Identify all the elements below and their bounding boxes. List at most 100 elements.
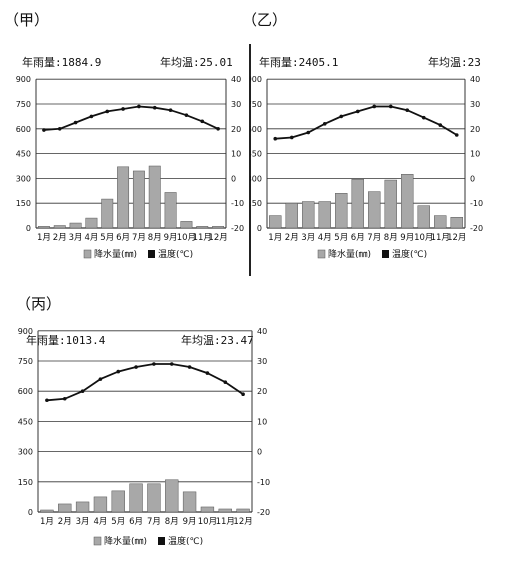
precip-bar [85, 217, 98, 229]
temperature-point [105, 109, 110, 114]
category-label: 3月 [76, 517, 90, 527]
temperature-point [405, 108, 410, 112]
category-label: 8月 [165, 517, 179, 527]
category-label: 9月 [183, 517, 197, 527]
category-label: 11月 [216, 517, 235, 527]
temperature-point [168, 108, 173, 112]
panel-label: （丙） [16, 295, 62, 313]
right-tick-label: -10 [231, 199, 244, 208]
category-label: 7月 [132, 233, 146, 243]
chart-panel-bing: （丙） 年雨量:1013.4 年均温:23.47 0 150 300 450 600 75… [0, 282, 270, 566]
precip-bar [132, 170, 145, 229]
category-label: 10月 [414, 233, 433, 243]
precip-bar [285, 202, 298, 229]
temperature-point [152, 105, 157, 110]
legend-temp-swatch [158, 537, 165, 545]
left-tick-label: 750 [18, 357, 33, 366]
precip-bar [335, 193, 348, 229]
temperature-point [454, 133, 459, 137]
left-tick-label: 450 [18, 417, 33, 426]
precip-bar [129, 483, 143, 513]
annual-temp-label: 年均温:23 [428, 56, 481, 69]
legend-precip-swatch [317, 249, 326, 259]
temperature-point [184, 113, 189, 117]
precip-bar [318, 201, 331, 229]
right-tick-label: 0 [470, 174, 475, 183]
category-label: 2月 [53, 233, 67, 243]
precip-bar [196, 226, 209, 229]
category-label: 4月 [318, 233, 332, 243]
legend-temp-swatch [148, 250, 155, 258]
precip-bar [218, 508, 232, 513]
precip-bar [401, 174, 414, 229]
legend-precip-swatch [83, 249, 92, 259]
temperature-point [187, 365, 192, 369]
right-tick-label: 10 [470, 150, 480, 159]
category-label: 1月 [37, 233, 51, 243]
temperature-point [372, 104, 377, 109]
left-tick-label: 600 [250, 125, 262, 134]
right-tick-label: -10 [470, 199, 483, 208]
precip-bar [111, 490, 125, 513]
category-label: 6月 [116, 233, 130, 243]
temperature-point [42, 128, 46, 132]
temperature-point [200, 119, 205, 124]
temperature-line [43, 105, 219, 131]
precip-bar [147, 483, 161, 513]
annual-rain-label: 年雨量:1013.4 [26, 334, 106, 347]
temperature-point [45, 398, 49, 403]
precip-bar [53, 225, 66, 229]
precip-bar [117, 166, 130, 229]
legend-temp-label: 温度(℃) [168, 535, 203, 547]
left-tick-label: 900 [18, 327, 33, 336]
right-tick-label: 30 [231, 100, 241, 109]
precip-bar [434, 215, 447, 229]
left-tick-label: 300 [18, 448, 33, 457]
legend-temp-label: 温度(℃) [392, 248, 427, 260]
temperature-point [388, 104, 393, 109]
temperature-point [89, 114, 94, 119]
temperature-point [322, 122, 327, 126]
precip-bar [302, 201, 315, 229]
category-label: 4月 [84, 233, 98, 243]
precip-bar [200, 506, 215, 513]
temperature-point [73, 120, 78, 125]
category-label: 9月 [400, 233, 414, 243]
category-label: 2月 [285, 233, 299, 243]
temperature-point [339, 114, 344, 119]
left-tick-label: 900 [16, 75, 31, 84]
right-tick-label: -20 [470, 224, 483, 233]
left-tick-label: 300 [16, 174, 31, 183]
category-label: 3月 [69, 233, 83, 243]
chart-panel-yi: （乙） 年雨量:2405.1 年均温:23 015030045060075090… [242, 0, 509, 280]
temperature-point [137, 104, 141, 109]
precip-bar [148, 165, 161, 229]
temperature-point [273, 136, 278, 141]
left-tick-label: 750 [16, 100, 31, 109]
precip-bar [101, 198, 114, 229]
right-tick-label: 30 [470, 100, 480, 109]
category-label: 10月 [177, 233, 196, 243]
left-tick-label: 150 [16, 199, 31, 208]
right-tick-label: -20 [231, 224, 244, 233]
left-tick-label: 0 [26, 224, 31, 233]
right-tick-label: 10 [257, 417, 267, 426]
climate-chart-yi: 0 150 300 450 600 750 900 -20 -10 0 10 20 30 40 1月2月3月… [250, 75, 483, 260]
precip-bar [269, 215, 282, 229]
precip-bar [37, 226, 50, 229]
temperature-point [205, 371, 210, 375]
climate-chart-bing: 0 150 300 450 600 750 900 -20 -10 0 10 20 30 40 1月 2月 3月… [18, 327, 270, 547]
right-tick-label: 40 [257, 327, 267, 336]
temperature-point [169, 362, 174, 366]
category-label: 12月 [208, 233, 227, 243]
annual-rain-label: 年雨量:1884.9 [22, 56, 102, 69]
temperature-line [275, 105, 458, 140]
temperature-point [98, 377, 103, 381]
temperature-point [421, 115, 426, 120]
left-tick-label: 300 [250, 174, 262, 183]
precip-bar [180, 221, 193, 229]
climate-chart-jia: 0 150 300 450 600 750 900 -20 -10 0 10 20 30 40 1月 2月 3月… [16, 75, 244, 260]
temperature-point [134, 365, 138, 369]
category-label: 12月 [233, 517, 252, 527]
precip-bar [450, 217, 463, 229]
